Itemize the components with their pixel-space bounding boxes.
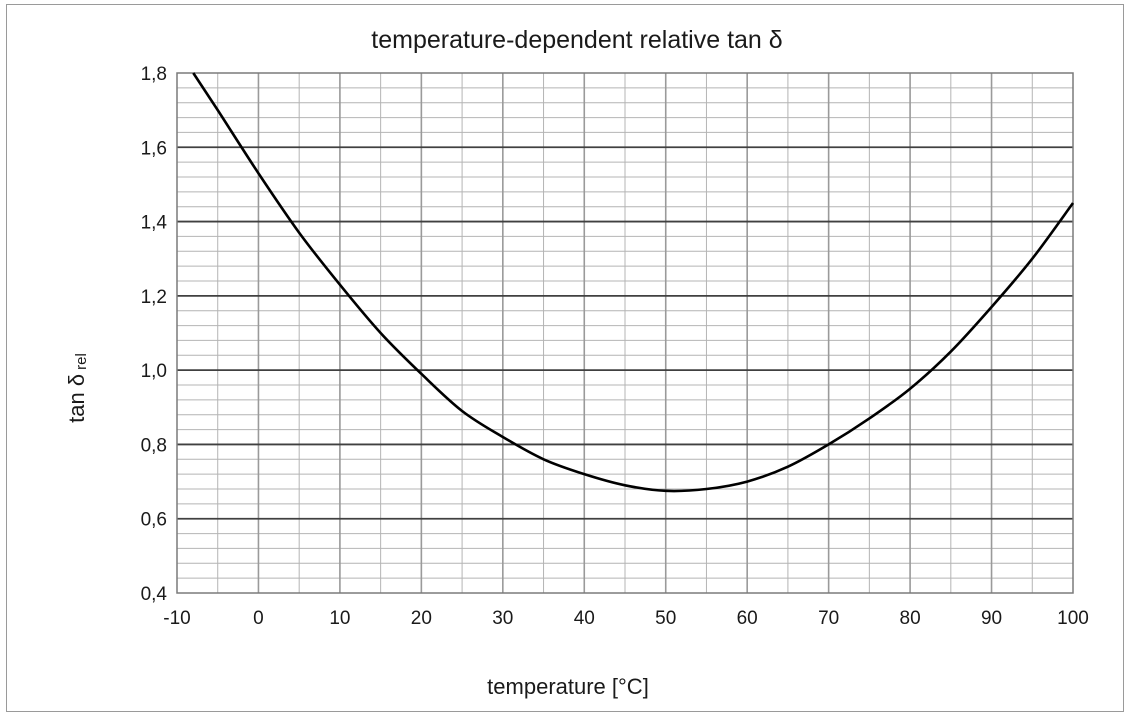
y-tick-label: 0,6 — [141, 510, 167, 531]
x-tick-label: 20 — [411, 608, 432, 629]
plot-area — [176, 72, 1074, 594]
x-tick-labels: -10 0 10 20 30 40 50 60 70 80 90 100 — [163, 608, 1089, 629]
y-tick-labels: 0,4 0,6 0,8 1,0 1,2 1,4 1,6 1,8 — [141, 64, 168, 605]
x-tick-label: 70 — [818, 608, 839, 629]
x-tick-label: 40 — [574, 608, 595, 629]
y-axis-label: tan δ rel — [64, 353, 90, 423]
x-tick-label: 100 — [1057, 608, 1089, 629]
y-tick-label: 1,4 — [141, 213, 168, 234]
y-axis-label-sub: rel — [73, 353, 90, 370]
chart-frame — [6, 4, 1124, 712]
x-tick-label: 80 — [900, 608, 921, 629]
y-tick-label: 1,8 — [141, 64, 167, 85]
y-tick-label: 0,4 — [141, 584, 168, 605]
series-line — [192, 72, 1075, 493]
chart-title: temperature-dependent relative tan δ — [371, 26, 782, 54]
grid — [177, 73, 1073, 593]
x-tick-label: 10 — [329, 608, 350, 629]
y-tick-label: 0,8 — [141, 435, 167, 456]
y-tick-label: 1,6 — [141, 138, 167, 159]
x-tick-label: 50 — [655, 608, 676, 629]
x-tick-label: -10 — [163, 608, 190, 629]
y-tick-label: 1,0 — [141, 361, 167, 382]
x-tick-label: 0 — [253, 608, 264, 629]
x-tick-label: 90 — [981, 608, 1002, 629]
x-tick-label: 60 — [737, 608, 758, 629]
x-axis-label: temperature [°C] — [487, 674, 649, 699]
y-axis-label-main: tan δ — [64, 374, 89, 423]
y-tick-label: 1,2 — [141, 287, 167, 308]
x-tick-label: 30 — [492, 608, 513, 629]
